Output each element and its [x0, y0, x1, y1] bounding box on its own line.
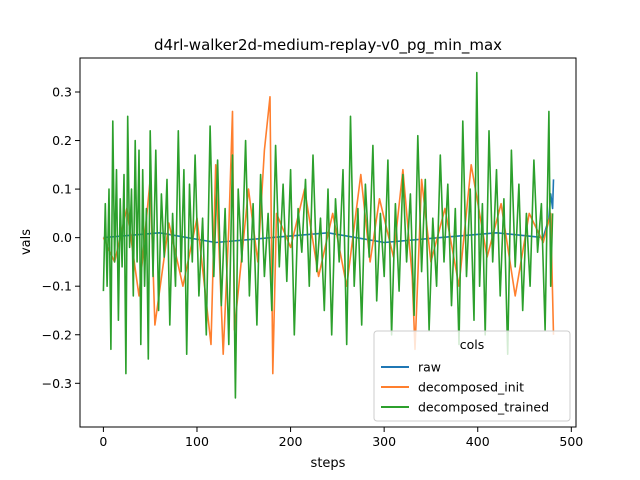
- y-tick-label: 0.3: [52, 84, 72, 99]
- legend-label-decomposed-init: decomposed_init: [418, 380, 524, 395]
- series-layer: [102, 71, 555, 399]
- legend-box: [373, 330, 571, 422]
- x-tick-label: 200: [279, 434, 303, 449]
- y-axis: −0.3 −0.2 −0.1 0.0 0.1 0.2 0.3: [42, 84, 80, 391]
- x-axis: 0 100 200 300 400 500: [99, 427, 583, 449]
- legend-label-raw: raw: [418, 360, 441, 375]
- y-tick-label: 0.2: [52, 133, 72, 148]
- x-tick-label: 100: [185, 434, 209, 449]
- y-tick-label: −0.1: [42, 279, 72, 294]
- x-tick-label: 500: [559, 434, 583, 449]
- y-axis-label: vals: [19, 229, 34, 255]
- plot-area: [79, 57, 577, 428]
- legend-title: cols: [460, 337, 485, 352]
- y-tick-label: −0.2: [42, 327, 72, 342]
- x-tick-label: 300: [372, 434, 396, 449]
- y-tick-label: 0.0: [52, 230, 72, 245]
- y-tick-label: −0.3: [42, 376, 72, 391]
- plot-frame: [79, 57, 577, 428]
- chart-title: d4rl-walker2d-medium-replay-v0_pg_min_ma…: [154, 36, 502, 55]
- series-line-decomposed-trained: [102, 71, 554, 399]
- y-tick-label: 0.1: [52, 182, 72, 197]
- x-axis-label: steps: [311, 456, 346, 471]
- x-tick-label: 400: [466, 434, 490, 449]
- legend-label-decomposed-trained: decomposed_trained: [418, 400, 549, 415]
- legend: cols raw decomposed_init decomposed_traine…: [373, 330, 571, 422]
- x-tick-label: 0: [99, 434, 107, 449]
